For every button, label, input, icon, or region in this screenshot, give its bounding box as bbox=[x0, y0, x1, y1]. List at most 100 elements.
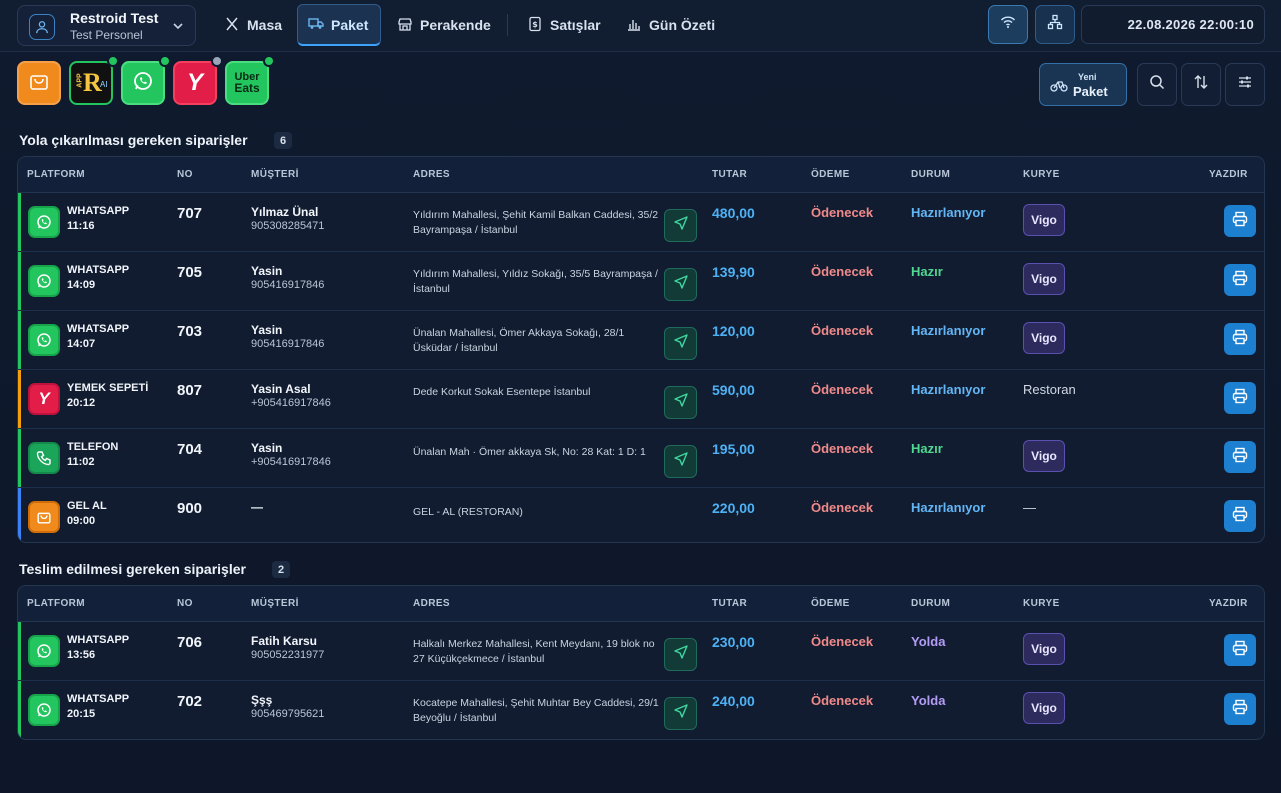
filter-button[interactable] bbox=[1225, 63, 1265, 106]
platform-name: GEL AL bbox=[67, 500, 107, 512]
platform-name: WHATSAPP bbox=[67, 205, 130, 217]
table-row[interactable]: Y YEMEK SEPETİ 20:12 807 Yasin Asal +905… bbox=[18, 370, 1264, 429]
print-button[interactable] bbox=[1224, 264, 1256, 296]
customer-phone: 905052231977 bbox=[251, 649, 325, 661]
payment-status: Ödenecek bbox=[811, 264, 874, 279]
nav-divider bbox=[507, 14, 508, 36]
print-button[interactable] bbox=[1224, 205, 1256, 237]
wifi-button[interactable] bbox=[988, 5, 1028, 44]
row-accent bbox=[18, 252, 21, 310]
navigate-button[interactable] bbox=[664, 327, 697, 360]
chevron-down-icon bbox=[172, 19, 184, 37]
payment-status: Ödenecek bbox=[811, 205, 874, 220]
truck-icon bbox=[308, 15, 324, 34]
navigate-button[interactable] bbox=[664, 445, 697, 478]
print-button[interactable] bbox=[1224, 441, 1256, 473]
table-row[interactable]: WHATSAPP 11:16 707 Yılmaz Ünal 905308285… bbox=[18, 193, 1264, 252]
nav-masa[interactable]: Masa bbox=[214, 4, 292, 46]
table-row[interactable]: WHATSAPP 14:07 703 Yasin 905416917846 Ün… bbox=[18, 311, 1264, 370]
navigate-button[interactable] bbox=[664, 638, 697, 671]
order-address: Dede Korkut Sokak Esentepe İstanbul bbox=[413, 386, 591, 398]
col-status: DURUM bbox=[911, 169, 951, 180]
courier-button[interactable]: Vigo bbox=[1023, 692, 1065, 724]
order-time: 20:15 bbox=[67, 708, 96, 720]
shopping-bag-icon bbox=[28, 70, 50, 97]
nav-perakende-label: Perakende bbox=[420, 17, 491, 33]
new-package-label-2: Paket bbox=[1073, 84, 1108, 99]
courier-button[interactable]: Vigo bbox=[1023, 263, 1065, 295]
table-row[interactable]: WHATSAPP 14:09 705 Yasin 905416917846 Yı… bbox=[18, 252, 1264, 311]
courier-button[interactable]: Vigo bbox=[1023, 633, 1065, 665]
printer-icon bbox=[1232, 640, 1248, 661]
order-no: 705 bbox=[177, 264, 203, 281]
order-amount: 195,00 bbox=[712, 441, 755, 457]
order-time: 13:56 bbox=[67, 649, 96, 661]
status-dot bbox=[107, 55, 119, 67]
print-button[interactable] bbox=[1224, 382, 1256, 414]
courier-button[interactable]: Vigo bbox=[1023, 204, 1065, 236]
bicycle-icon bbox=[1050, 78, 1068, 97]
navigate-button[interactable] bbox=[664, 697, 697, 730]
print-button[interactable] bbox=[1224, 323, 1256, 355]
printer-icon bbox=[1232, 447, 1248, 468]
platform-yemeksepeti-button[interactable]: Y bbox=[173, 61, 217, 105]
table-row[interactable]: WHATSAPP 13:56 706 Fatih Karsu 905052231… bbox=[18, 622, 1264, 681]
col-amount: TUTAR bbox=[712, 169, 748, 180]
navigate-button[interactable] bbox=[664, 268, 697, 301]
order-time: 11:02 bbox=[67, 456, 95, 468]
order-status: Hazırlanıyor bbox=[911, 323, 986, 338]
order-address: Yıldırım Mahallesi, Şehit Kamil Balkan C… bbox=[413, 209, 659, 236]
section-title-pending: Yola çıkarılması gereken siparişler bbox=[19, 132, 248, 148]
user-role: Test Personel bbox=[70, 28, 143, 42]
row-accent bbox=[18, 622, 21, 680]
sort-icon bbox=[1193, 74, 1209, 95]
navigate-button[interactable] bbox=[664, 209, 697, 242]
platform-whatsapp-button[interactable] bbox=[121, 61, 165, 105]
navigation-arrow-icon bbox=[673, 334, 688, 353]
search-button[interactable] bbox=[1137, 63, 1177, 106]
sort-button[interactable] bbox=[1181, 63, 1221, 106]
top-bar: Restroid Test Test Personel Masa Paket P… bbox=[0, 0, 1281, 52]
table-row[interactable]: TELEFON 11:02 704 Yasin +905416917846 Ün… bbox=[18, 429, 1264, 488]
ubereats-label-2: Eats bbox=[234, 81, 260, 95]
platform-getir-button[interactable] bbox=[17, 61, 61, 105]
order-status: Yolda bbox=[911, 634, 946, 649]
print-button[interactable] bbox=[1224, 500, 1256, 532]
nav-masa-label: Masa bbox=[247, 17, 283, 33]
user-switcher[interactable]: Restroid Test Test Personel bbox=[17, 5, 196, 46]
platform-name: WHATSAPP bbox=[67, 323, 130, 335]
courier-button[interactable]: Vigo bbox=[1023, 440, 1065, 472]
order-address: Yıldırım Mahallesi, Yıldız Sokağı, 35/5 … bbox=[413, 268, 658, 295]
table-header: PLATFORM NO MÜŞTERİ ADRES TUTAR ÖDEME DU… bbox=[18, 157, 1264, 193]
whatsapp-icon bbox=[131, 69, 155, 98]
table-row[interactable]: WHATSAPP 20:15 702 Şşş 905469795621 Koca… bbox=[18, 681, 1264, 739]
platform-ubereats-button[interactable]: Uber Eats bbox=[225, 61, 269, 105]
payment-status: Ödenecek bbox=[811, 693, 874, 708]
app-logo-icon: APP R AI bbox=[72, 64, 110, 102]
order-address: Kocatepe Mahallesi, Şehit Muhtar Bey Cad… bbox=[413, 697, 659, 724]
navigation-arrow-icon bbox=[673, 216, 688, 235]
new-package-button[interactable]: Yeni Paket bbox=[1039, 63, 1127, 106]
col-no: NO bbox=[177, 169, 193, 180]
nav-perakende[interactable]: Perakende bbox=[387, 4, 501, 46]
navigation-arrow-icon bbox=[673, 645, 688, 664]
platform-app-button[interactable]: APP R AI bbox=[69, 61, 113, 105]
utensils-icon bbox=[224, 16, 240, 35]
order-address: Ünalan Mah · Ömer akkaya Sk, No: 28 Kat:… bbox=[413, 446, 646, 458]
network-button[interactable] bbox=[1035, 5, 1075, 44]
nav-paket[interactable]: Paket bbox=[297, 4, 381, 46]
order-status: Hazır bbox=[911, 441, 943, 456]
order-no: 704 bbox=[177, 441, 203, 458]
platform-name: WHATSAPP bbox=[67, 634, 130, 646]
nav-paket-label: Paket bbox=[331, 16, 369, 33]
nav-gun-ozeti[interactable]: Gün Özeti bbox=[616, 4, 725, 46]
courier-button[interactable]: Vigo bbox=[1023, 322, 1065, 354]
navigate-button[interactable] bbox=[664, 386, 697, 419]
printer-icon bbox=[1232, 699, 1248, 720]
print-button[interactable] bbox=[1224, 634, 1256, 666]
table-row[interactable]: GEL AL 09:00 900 — GEL - AL (RESTORAN) 2… bbox=[18, 488, 1264, 542]
print-button[interactable] bbox=[1224, 693, 1256, 725]
order-address: GEL - AL (RESTORAN) bbox=[413, 506, 523, 518]
nav-satislar[interactable]: $ Satışlar bbox=[517, 4, 611, 46]
ubereats-label-1: Uber bbox=[234, 71, 260, 83]
